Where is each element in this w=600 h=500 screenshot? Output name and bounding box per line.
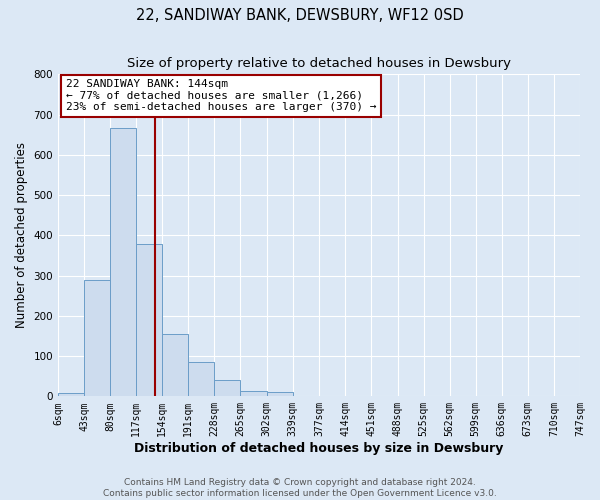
Title: Size of property relative to detached houses in Dewsbury: Size of property relative to detached ho… <box>127 58 511 70</box>
Text: Contains HM Land Registry data © Crown copyright and database right 2024.
Contai: Contains HM Land Registry data © Crown c… <box>103 478 497 498</box>
Bar <box>266 392 293 396</box>
Bar <box>214 380 241 396</box>
Bar <box>241 391 266 396</box>
Bar <box>110 128 136 396</box>
Text: 22 SANDIWAY BANK: 144sqm
← 77% of detached houses are smaller (1,266)
23% of sem: 22 SANDIWAY BANK: 144sqm ← 77% of detach… <box>66 80 376 112</box>
Bar <box>58 393 84 396</box>
Text: 22, SANDIWAY BANK, DEWSBURY, WF12 0SD: 22, SANDIWAY BANK, DEWSBURY, WF12 0SD <box>136 8 464 22</box>
Y-axis label: Number of detached properties: Number of detached properties <box>15 142 28 328</box>
Bar <box>188 362 214 396</box>
Bar <box>162 334 188 396</box>
X-axis label: Distribution of detached houses by size in Dewsbury: Distribution of detached houses by size … <box>134 442 504 455</box>
Bar <box>84 280 110 396</box>
Bar <box>136 244 162 396</box>
